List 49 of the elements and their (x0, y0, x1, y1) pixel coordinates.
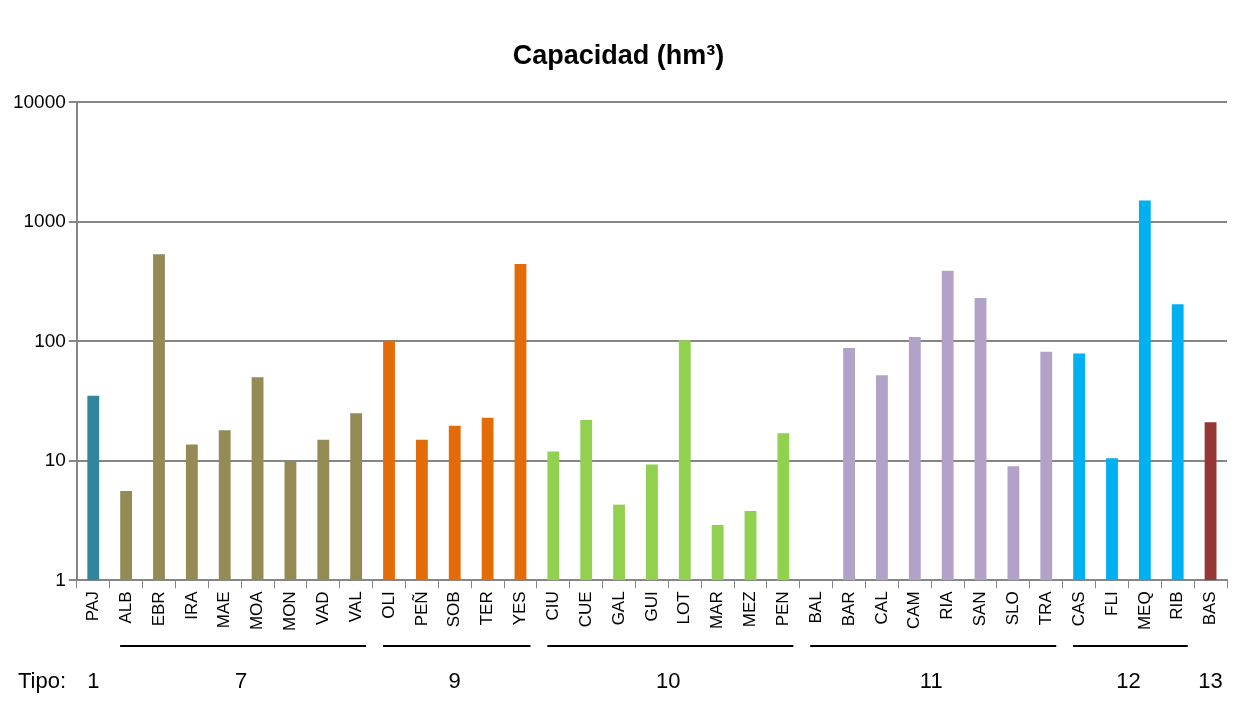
text: 13 (1198, 668, 1223, 693)
x-tick-label: GUI (641, 591, 661, 622)
text: Tipo: (18, 668, 67, 693)
x-tick-label: PEÑ (411, 591, 431, 627)
x-tick-label: SAN (970, 591, 990, 627)
x-tick-label: CIU (543, 591, 563, 621)
x-tick-label: TRA (1035, 590, 1055, 626)
x-tick-label: SOB (444, 591, 464, 628)
text: 12 (1116, 668, 1141, 693)
x-tick-label: PAJ (82, 591, 102, 622)
x-tick-label: GAL (608, 591, 628, 626)
x-tick-label: RIA (937, 590, 957, 620)
x-tick-label: LOT (674, 591, 694, 625)
x-tick-label: RIB (1167, 591, 1187, 620)
x-tick-label: PEN (773, 591, 793, 627)
y-tick-label: 100 (34, 329, 66, 351)
x-tick-label: CUE (575, 591, 595, 628)
x-tick-label: YES (510, 591, 530, 626)
x-tick-label: BAS (1200, 591, 1220, 626)
x-tick-label: BAL (805, 591, 825, 624)
x-tick-label: VAD (312, 591, 332, 626)
x-tick-label: MOA (247, 590, 267, 631)
x-tick-label: MEQ (1134, 591, 1154, 631)
x-tick-label: CAL (871, 591, 891, 625)
text: 11 (919, 668, 943, 693)
text: 10 (656, 668, 681, 693)
x-tick-label: MAE (214, 591, 234, 629)
y-tick-label: 1000 (23, 210, 66, 232)
text: 7 (235, 668, 248, 693)
x-tick-label: BAR (838, 591, 858, 627)
x-tick-label: MAR (707, 591, 727, 630)
x-tick-label: ALB (115, 591, 135, 624)
x-tick-label: EBR (148, 591, 168, 627)
x-tick-label: TER (477, 591, 497, 626)
x-tick-label: CAS (1068, 591, 1088, 627)
y-tick-label: 1 (55, 568, 66, 590)
x-tick-label: MON (280, 591, 300, 632)
x-tick-label: SLO (1003, 591, 1023, 626)
x-tick-label: FLI (1101, 591, 1121, 616)
text: 1 (87, 668, 100, 693)
y-tick-label: 10 (44, 449, 66, 471)
x-tick-label: OLI (378, 591, 398, 619)
text: 9 (448, 668, 461, 693)
chart-title: Capacidad (hm³) (512, 39, 725, 70)
y-tick-label: 10000 (12, 90, 66, 112)
x-tick-label: MEZ (740, 591, 760, 628)
x-tick-label: CAM (904, 591, 924, 630)
x-tick-label: IRA (181, 590, 201, 620)
x-tick-label: VAL (345, 591, 365, 623)
